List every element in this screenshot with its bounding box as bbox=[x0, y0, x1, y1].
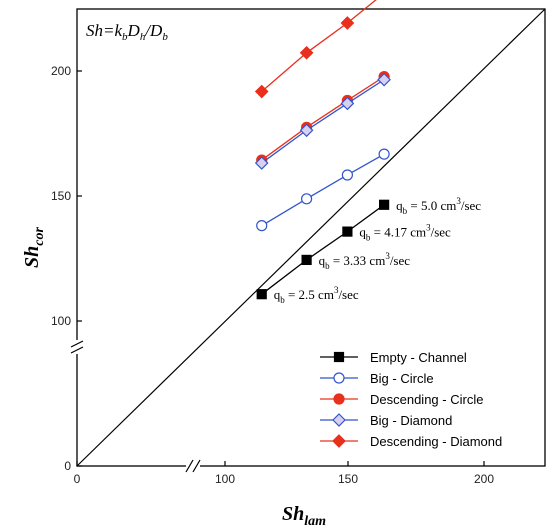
x-tick-label: 0 bbox=[74, 472, 81, 486]
series-3 bbox=[254, 72, 391, 170]
legend: Empty - Channel Big - Circle Descending - … bbox=[320, 350, 502, 449]
data-point bbox=[379, 199, 390, 210]
legend-marker bbox=[332, 434, 346, 448]
legend-entry: Descending - Diamond bbox=[320, 434, 502, 449]
legend-marker bbox=[333, 351, 345, 363]
data-point bbox=[377, 72, 391, 87]
data-point bbox=[341, 169, 353, 181]
data-point bbox=[342, 226, 353, 237]
legend-entry: Empty - Channel bbox=[320, 350, 467, 365]
data-point bbox=[256, 220, 268, 232]
plot-frame bbox=[76, 8, 546, 467]
data-point bbox=[256, 289, 267, 300]
y-ticks: 0 100 150 200 bbox=[51, 64, 82, 473]
flow-rate-annotation: qb = 5.0 cm3/sec bbox=[396, 196, 481, 216]
series-1 bbox=[256, 148, 390, 232]
x-axis-title: Shlam bbox=[282, 503, 326, 529]
x-tick-label: 150 bbox=[338, 472, 358, 486]
legend-entry: Descending - Circle bbox=[320, 392, 483, 407]
x-ticks: 0 100 150 200 bbox=[74, 461, 494, 486]
legend-label: Big - Diamond bbox=[370, 413, 452, 428]
legend-label: Empty - Channel bbox=[370, 350, 467, 365]
y-tick-label: 0 bbox=[64, 459, 71, 473]
series-line bbox=[261, 79, 385, 164]
data-point bbox=[301, 193, 313, 205]
y-tick-label: 200 bbox=[51, 64, 71, 78]
x-tick-label: 100 bbox=[215, 472, 235, 486]
flow-rate-annotation: qb = 3.33 cm3/sec bbox=[319, 251, 411, 271]
series-4 bbox=[254, 0, 385, 99]
legend-label: Descending - Circle bbox=[370, 392, 483, 407]
y-tick-label: 150 bbox=[51, 189, 71, 203]
y-tick-label: 100 bbox=[51, 314, 71, 328]
data-point bbox=[254, 156, 269, 170]
x-axis-break bbox=[185, 459, 201, 473]
data-point bbox=[378, 148, 390, 160]
data-point bbox=[340, 96, 355, 111]
legend-entry: Big - Circle bbox=[320, 371, 434, 386]
data-point bbox=[299, 123, 314, 138]
series-0 bbox=[256, 199, 390, 300]
legend-label: Big - Circle bbox=[370, 371, 434, 386]
legend-marker bbox=[332, 413, 346, 427]
flow-rate-annotation: qb = 4.17 cm3/sec bbox=[359, 223, 451, 243]
legend-entry: Big - Diamond bbox=[320, 413, 452, 428]
annotations-layer: qb = 5.0 cm3/sec qb = 4.17 cm3/sec qb = 3.… bbox=[274, 196, 482, 305]
series-line bbox=[261, 0, 377, 93]
y-axis-title: Shcor bbox=[21, 227, 47, 268]
series-line bbox=[261, 76, 385, 161]
legend-label: Descending - Diamond bbox=[370, 434, 502, 449]
data-point bbox=[340, 16, 355, 30]
series-line bbox=[261, 204, 385, 295]
series-line bbox=[261, 153, 385, 227]
diagonal-line bbox=[76, 8, 546, 467]
y-axis-break bbox=[70, 340, 84, 354]
formula-label: Sh=kbDh/Db bbox=[86, 21, 168, 43]
series-2 bbox=[256, 71, 390, 166]
data-point bbox=[299, 45, 314, 60]
data-point bbox=[301, 254, 312, 266]
x-tick-label: 200 bbox=[474, 472, 494, 486]
data-point bbox=[254, 84, 269, 99]
series-layer bbox=[254, 0, 391, 300]
legend-marker bbox=[333, 372, 345, 384]
flow-rate-annotation: qb = 2.5 cm3/sec bbox=[274, 285, 359, 305]
legend-marker bbox=[333, 393, 345, 405]
